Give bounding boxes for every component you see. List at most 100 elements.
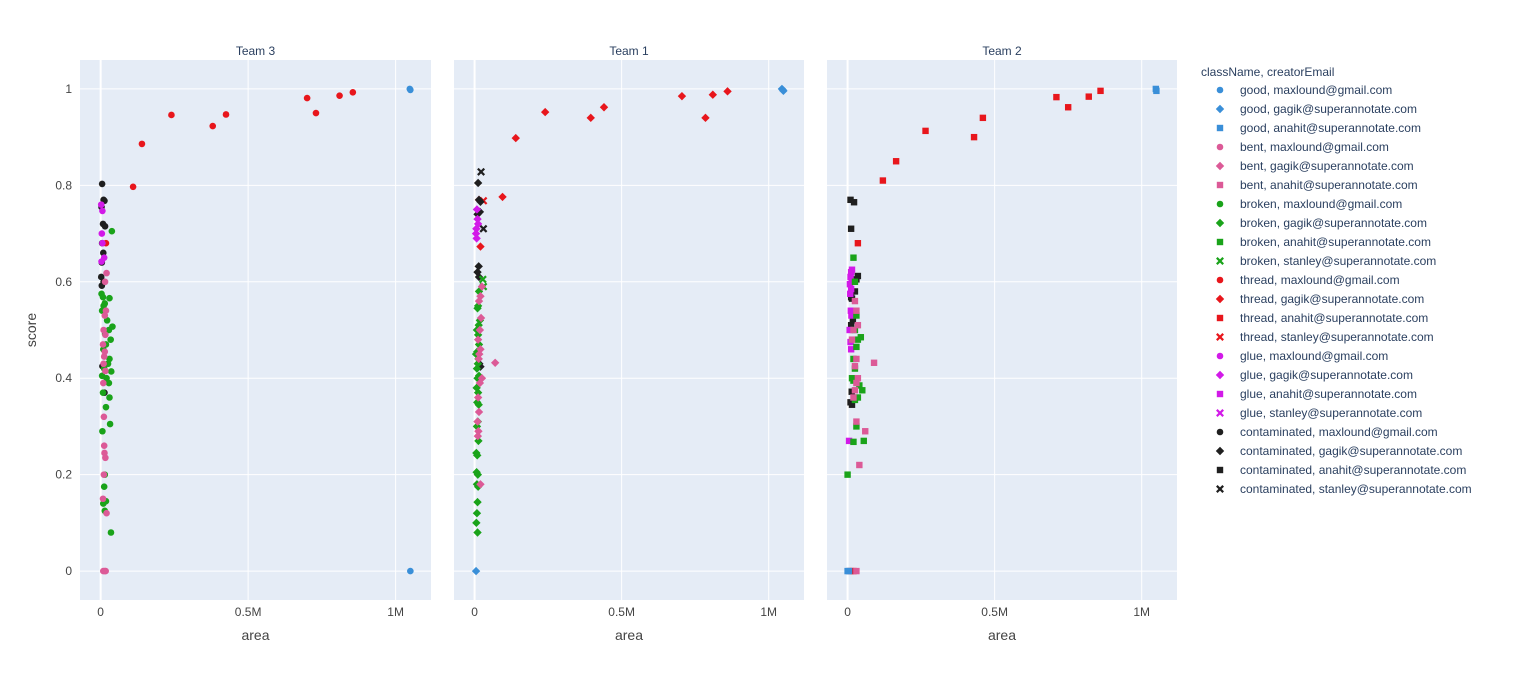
data-point	[850, 254, 857, 261]
data-point	[106, 294, 113, 302]
data-point	[851, 362, 859, 370]
data-point	[473, 497, 482, 507]
data-point	[847, 346, 855, 353]
legend-marker	[1215, 370, 1225, 380]
legend-item: broken, stanley@superannotate.com	[1216, 254, 1436, 268]
data-point	[97, 201, 105, 208]
data-point	[472, 518, 481, 528]
legend-marker	[1216, 200, 1224, 208]
series-glue-square	[845, 266, 856, 445]
data-point	[1097, 87, 1104, 95]
data-point	[708, 90, 718, 99]
data-point	[1053, 93, 1060, 101]
legend-marker	[1216, 466, 1224, 474]
y-tick-label: 0	[65, 564, 72, 578]
legend-item: contaminated, maxlound@gmail.com	[1216, 425, 1438, 439]
data-point	[474, 436, 483, 446]
data-point	[100, 442, 108, 450]
legend-marker	[1216, 143, 1224, 151]
data-point	[854, 272, 862, 280]
data-point	[473, 470, 483, 479]
data-point	[101, 348, 109, 355]
y-tick-label: 0.2	[55, 468, 72, 482]
legend-label: glue, gagik@superannotate.com	[1240, 368, 1413, 382]
data-point	[476, 313, 486, 323]
x-tick-label: 1M	[760, 605, 777, 619]
data-point	[701, 113, 710, 123]
x-tick-label: 0	[97, 605, 104, 619]
data-point	[105, 379, 113, 387]
data-point	[129, 183, 137, 191]
data-point	[847, 268, 855, 276]
data-point	[853, 307, 860, 314]
data-point	[498, 192, 507, 202]
series-good-square	[844, 85, 1160, 575]
legend-marker	[1215, 161, 1225, 171]
series-good-diamond	[471, 84, 788, 576]
data-point	[102, 403, 110, 411]
legend-label: thread, gagik@superannotate.com	[1240, 292, 1424, 306]
data-point	[477, 282, 487, 291]
data-point	[101, 223, 109, 230]
data-point	[100, 353, 108, 360]
data-point	[847, 225, 855, 232]
data-point	[1153, 87, 1160, 95]
data-point	[474, 262, 483, 271]
data-point	[846, 280, 854, 288]
data-point	[853, 343, 860, 351]
series-glue-diamond	[471, 205, 483, 243]
data-point	[851, 278, 859, 285]
legend-marker	[1216, 409, 1224, 417]
legend-label: bent, maxlound@gmail.com	[1240, 140, 1389, 154]
legend: className, creatorEmail good, maxlound@gm…	[1201, 65, 1472, 496]
series-good-circle	[406, 85, 414, 575]
legend-marker	[1216, 390, 1224, 398]
x-axis-title: area	[988, 627, 1016, 643]
data-point	[850, 199, 858, 206]
x-tick-label: 1M	[1133, 605, 1150, 619]
data-point	[844, 471, 851, 478]
data-point	[349, 89, 357, 96]
data-point	[847, 290, 854, 298]
x-tick-label: 0.5M	[981, 605, 1008, 619]
data-point	[970, 133, 978, 141]
data-point	[99, 427, 106, 435]
series-bent-circle	[99, 269, 110, 575]
legend-marker	[1216, 238, 1224, 246]
data-point	[100, 413, 108, 421]
legend-marker	[1215, 294, 1225, 304]
panel-2: 0 0.5M 1M Team 1 area	[454, 44, 804, 643]
legend-item: broken, gagik@superannotate.com	[1215, 216, 1427, 230]
data-point	[479, 224, 488, 233]
data-point	[979, 114, 987, 122]
data-point	[472, 205, 482, 214]
data-point	[473, 214, 482, 224]
legend-item: good, maxlound@gmail.com	[1216, 83, 1392, 97]
data-point	[102, 454, 109, 462]
data-point	[723, 87, 732, 96]
data-point	[100, 471, 108, 478]
data-point	[473, 178, 483, 188]
legend-marker	[1216, 181, 1224, 189]
y-tick-label: 1	[65, 82, 72, 96]
legend-item: thread, gagik@superannotate.com	[1215, 292, 1424, 306]
legend-label: contaminated, stanley@superannotate.com	[1240, 482, 1472, 496]
legend-marker	[1216, 485, 1224, 493]
data-point	[847, 321, 855, 329]
legend-marker	[1216, 314, 1224, 322]
data-point	[107, 336, 114, 343]
data-point	[870, 359, 878, 366]
plot-background	[827, 60, 1177, 600]
data-point	[854, 321, 862, 329]
data-point	[1064, 104, 1072, 111]
data-point	[473, 431, 483, 441]
data-point	[851, 297, 859, 305]
data-point	[475, 378, 485, 388]
legend-item: broken, anahit@superannotate.com	[1216, 235, 1431, 249]
data-point	[168, 111, 175, 119]
data-point	[473, 451, 482, 460]
data-point	[106, 394, 113, 401]
data-point	[106, 420, 114, 428]
data-point	[922, 127, 929, 135]
